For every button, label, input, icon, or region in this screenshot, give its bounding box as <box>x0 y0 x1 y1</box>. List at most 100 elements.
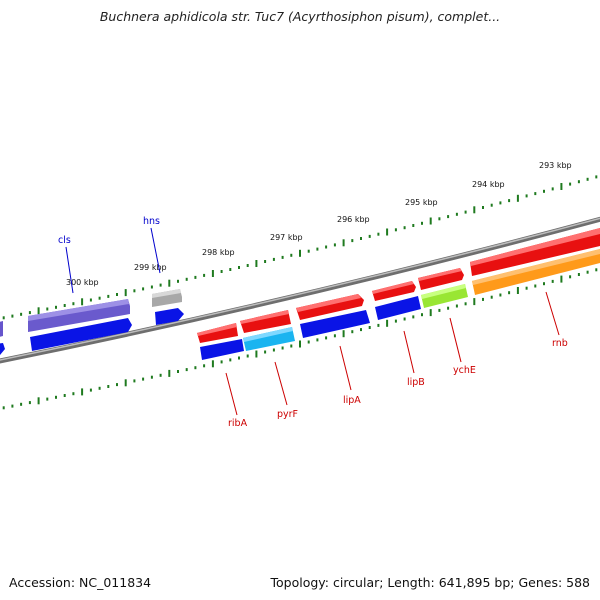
gene-red-3[interactable] <box>418 268 464 290</box>
inner-ruler-tick <box>534 284 537 288</box>
inner-ruler-tick <box>246 354 249 358</box>
inner-ruler-tick <box>482 297 484 301</box>
outer-ruler-tick <box>569 182 572 186</box>
outer-ruler-tick <box>403 226 406 230</box>
inner-ruler-tick <box>55 395 57 399</box>
genome-summary-text: Topology: circular; Length: 641,895 bp; … <box>270 575 591 590</box>
inner-ruler-tick <box>89 388 92 392</box>
outer-ruler-tick <box>325 245 328 249</box>
inner-ruler-tick <box>525 286 528 290</box>
leader-pyrF <box>274 361 288 406</box>
outer-ruler-tick <box>133 289 136 293</box>
gene-label-hns[interactable]: hns <box>143 216 160 227</box>
outer-ruler-tick <box>150 285 153 289</box>
gene-partial-left-purple[interactable] <box>0 321 3 338</box>
inner-ruler-tick <box>290 344 293 348</box>
outer-ruler-tick <box>11 314 14 318</box>
outer-ruler-tick <box>238 266 240 269</box>
outer-ruler-tick <box>560 183 563 190</box>
inner-ruler-tick <box>455 304 458 308</box>
inner-ruler-tick <box>116 383 118 387</box>
outer-ruler-tick <box>516 194 519 202</box>
map-title: Buchnera aphidicola str. Tuc7 (Acyrthosi… <box>99 9 501 24</box>
inner-ruler-tick <box>377 323 380 327</box>
gene-label-pyrF[interactable]: pyrF <box>277 409 298 420</box>
gene-blue-ribA[interactable] <box>200 339 244 360</box>
outer-ruler-tick <box>394 228 397 232</box>
inner-ruler-tick <box>211 360 214 368</box>
gene-label-lipA[interactable]: lipA <box>343 395 361 406</box>
outer-ruler <box>2 175 598 320</box>
gene-label-cls[interactable]: cls <box>58 235 71 246</box>
outer-ruler-tick <box>342 239 345 247</box>
gene-partial-left-blue[interactable] <box>0 343 5 356</box>
tick-label-297kbp: 297 kbp <box>270 233 303 242</box>
outer-ruler-tick <box>525 194 528 198</box>
inner-ruler-tick <box>133 379 136 383</box>
outer-ruler-tick <box>447 215 450 219</box>
gene-label-ychE[interactable]: ychE <box>453 365 476 376</box>
outer-ruler-tick <box>281 255 284 259</box>
inner-ruler-tick <box>185 368 188 372</box>
outer-ruler-tick <box>577 180 580 184</box>
leader-rnb <box>545 291 560 336</box>
outer-ruler-tick <box>185 277 188 281</box>
gene-label-rnb[interactable]: rnb <box>552 338 568 349</box>
gene-label-ribA[interactable]: ribA <box>228 418 248 429</box>
tick-label-299kbp: 299 kbp <box>134 263 167 272</box>
inner-ruler-tick <box>403 317 406 321</box>
gene-hns-grey-shade <box>152 289 181 298</box>
outer-ruler-tick <box>81 298 84 306</box>
outer-ruler-tick <box>203 273 206 277</box>
inner-ruler-tick <box>37 397 40 405</box>
inner-ruler-tick <box>2 406 5 410</box>
inner-ruler-tick <box>229 358 232 362</box>
inner-ruler-tick <box>508 291 511 295</box>
outer-ruler-tick <box>98 296 101 300</box>
inner-ruler-tick <box>272 348 275 352</box>
outer-ruler-tick <box>412 224 415 227</box>
inner-ruler-tick <box>499 293 502 297</box>
outer-ruler-tick <box>72 302 75 306</box>
inner-ruler-tick <box>325 336 328 340</box>
outer-ruler-tick <box>255 260 258 267</box>
inner-ruler-tick <box>421 313 423 317</box>
gene-red-ribA-shade <box>197 323 237 336</box>
outer-ruler-tick <box>473 206 476 214</box>
gene-label-lipB[interactable]: lipB <box>407 377 425 388</box>
inner-ruler-tick <box>551 279 554 283</box>
outer-ruler-tick <box>229 268 232 271</box>
gene-cls-inner[interactable] <box>30 318 132 351</box>
ruler-labels: 300 kbp 299 kbp 298 kbp 297 kbp 296 kbp … <box>66 161 572 287</box>
inner-ruler-tick <box>394 319 397 323</box>
inner-ruler-tick <box>569 275 572 279</box>
gene-red-pyrF-shade <box>240 310 289 324</box>
tick-label-295kbp: 295 kbp <box>405 198 438 207</box>
outer-ruler-tick <box>586 177 589 181</box>
outer-ruler-tick <box>464 210 467 214</box>
genome-backbone <box>0 216 600 364</box>
inner-ruler-tick <box>81 388 84 396</box>
inner-ruler-tick <box>238 356 240 360</box>
gene-red-3-shade <box>418 268 462 281</box>
inner-ruler-tick <box>464 302 467 306</box>
inner-ruler-tick <box>203 364 206 368</box>
inner-ruler-tick <box>473 298 476 306</box>
inner-ruler-tick <box>586 270 589 274</box>
gene-blue-lipA[interactable] <box>300 310 370 338</box>
gene-blue-lipB[interactable] <box>375 296 421 320</box>
outer-ruler-tick <box>333 243 336 247</box>
inner-ruler-tick <box>386 319 389 327</box>
inner-ruler-tick <box>159 373 162 377</box>
gene-hns-inner[interactable] <box>155 308 184 325</box>
outer-ruler-tick <box>272 257 275 261</box>
tick-label-300kbp: 300 kbp <box>66 278 99 287</box>
inner-ruler-tick <box>220 360 223 364</box>
inner-ruler-tick <box>63 394 66 397</box>
inner-ruler-tick <box>299 340 301 348</box>
gene-rnb-orange-shade <box>472 249 600 285</box>
reverse-strand-genes <box>0 249 600 360</box>
outer-ruler-tick <box>508 199 511 203</box>
outer-ruler-tick <box>595 175 598 179</box>
